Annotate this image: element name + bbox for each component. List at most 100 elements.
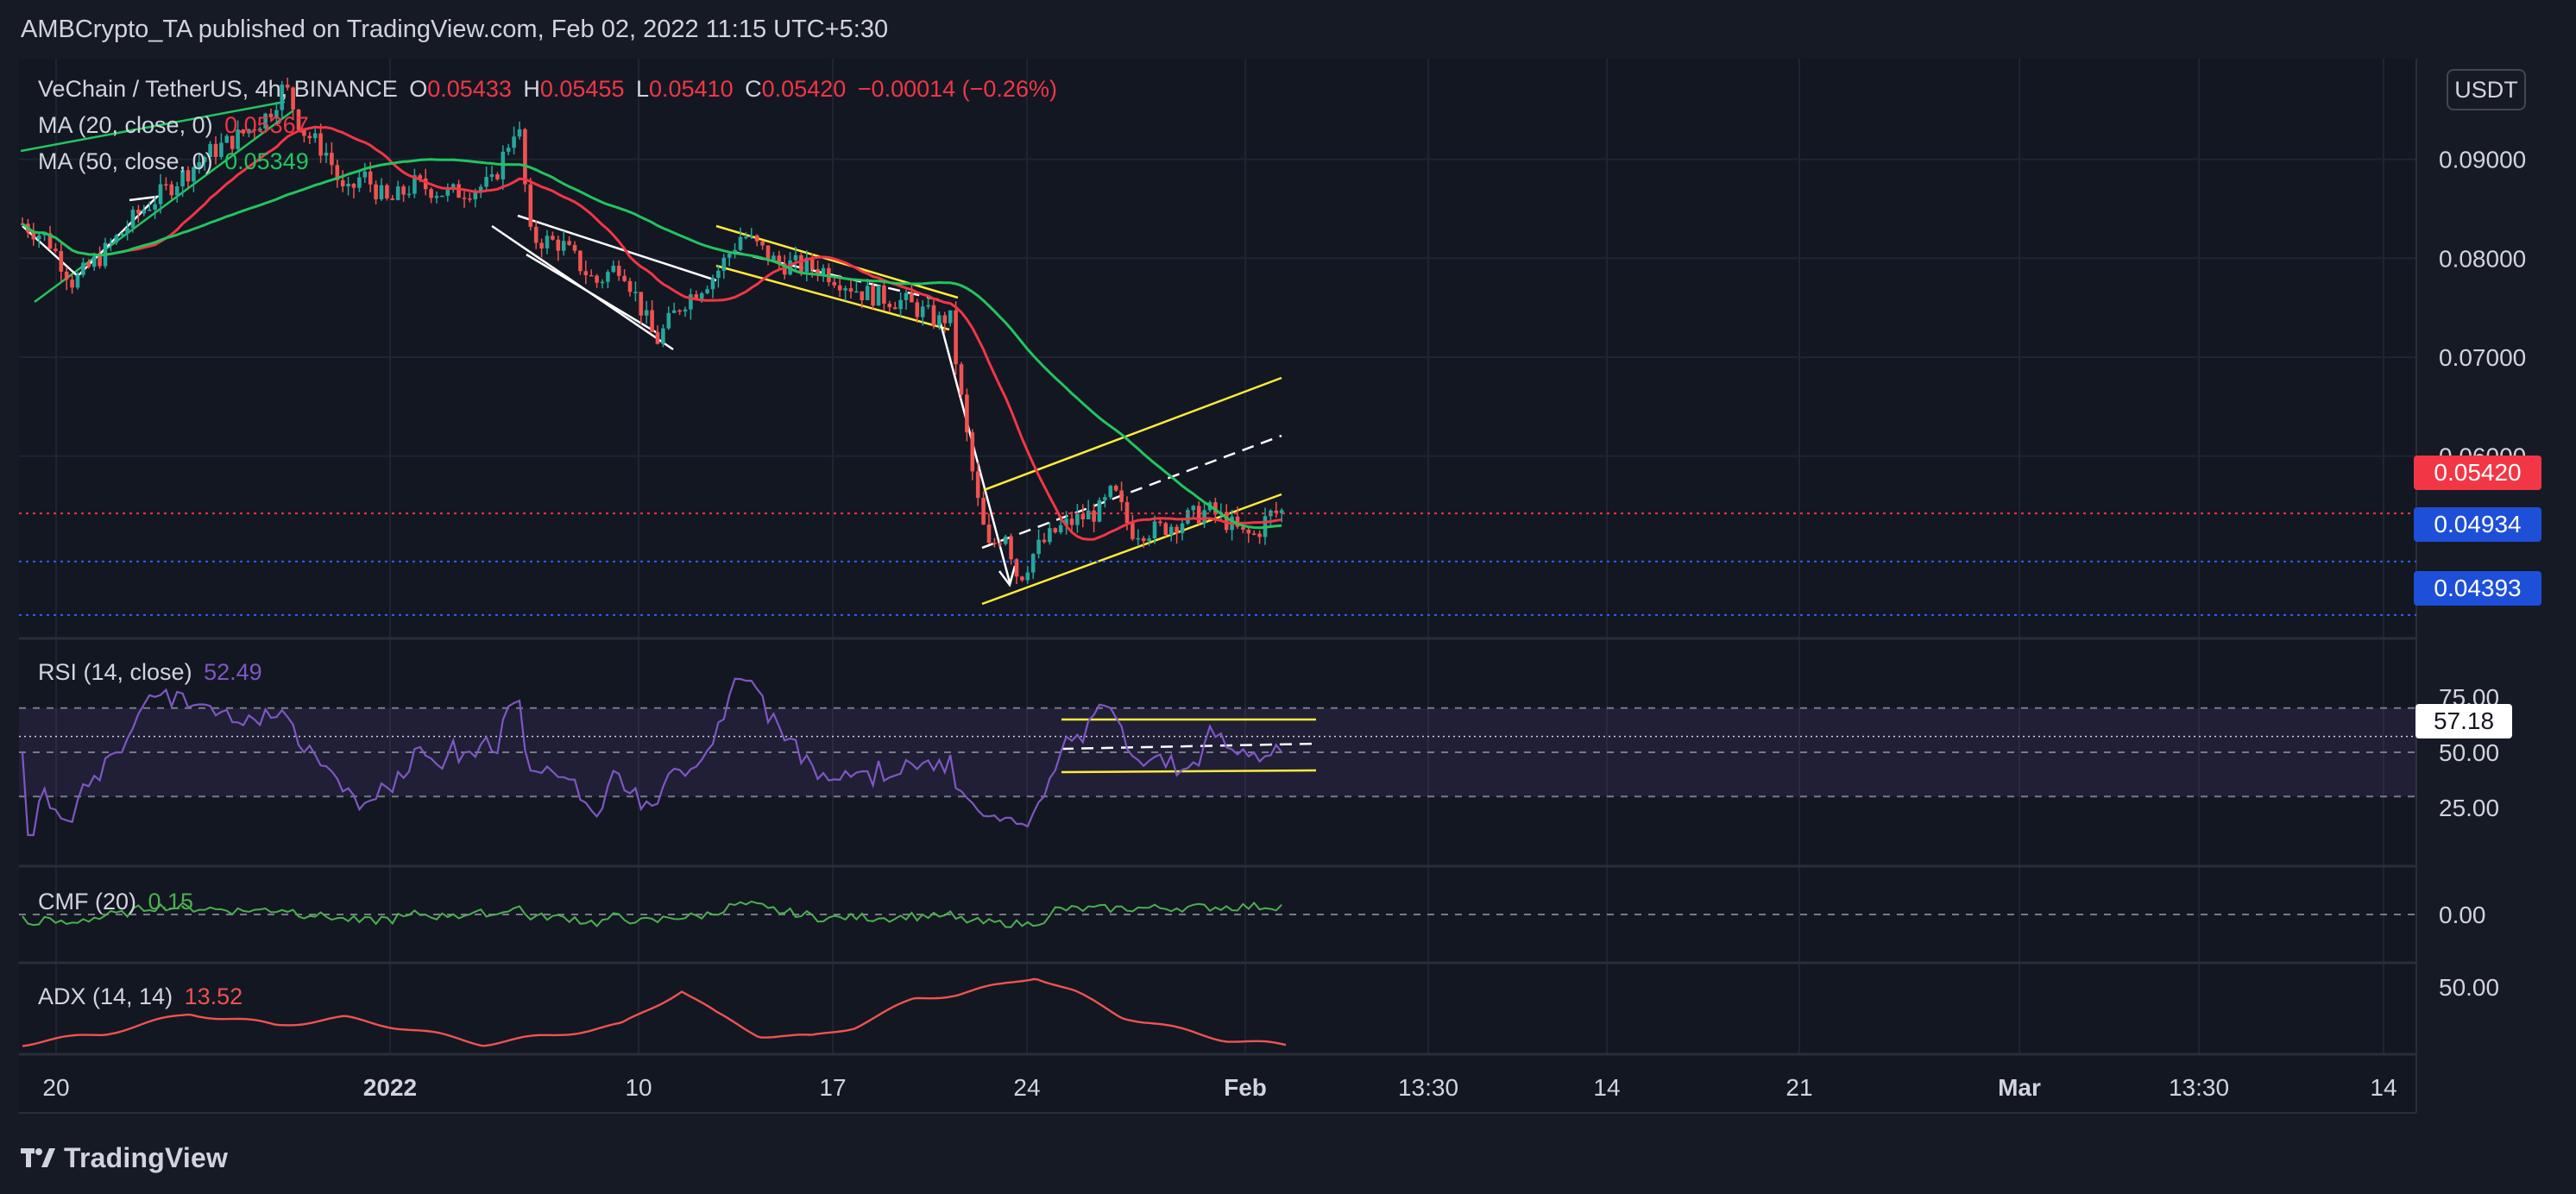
cmf-value: 0.15 (148, 889, 194, 914)
candle-body (252, 129, 257, 131)
price-tick-label: 0.07000 (2439, 344, 2526, 371)
candle-body (368, 171, 373, 185)
cmf-line (22, 900, 1282, 928)
candle-body (1086, 510, 1091, 520)
symbol-legend[interactable]: VeChain / TetherUS, 4h, BINANCE O0.05433… (38, 76, 1062, 103)
adx-value: 13.52 (184, 983, 243, 1009)
candle-body (330, 153, 334, 166)
candle-body (1136, 537, 1141, 540)
rsi-tick-label: 50.00 (2439, 739, 2499, 766)
candle-body (202, 157, 207, 162)
candle-body (1058, 525, 1063, 533)
candle-body (832, 282, 837, 286)
candle-body (263, 113, 268, 129)
candle-body (174, 186, 180, 196)
time-tick-label: Feb (1224, 1074, 1267, 1101)
ohlc-c-label: C (745, 76, 762, 102)
rsi-band (19, 707, 2416, 797)
candle-body (1103, 497, 1107, 500)
candle-body (942, 315, 948, 324)
candle-body (1036, 539, 1041, 555)
candle-body (931, 305, 936, 326)
candle-body (136, 210, 141, 214)
ma20-legend[interactable]: MA (20, close, 0) 0.05367 (38, 112, 314, 139)
candle-body (1003, 536, 1008, 544)
ohlc-l-label: L (636, 76, 650, 102)
tradingview-logo[interactable]: TradingView (21, 1137, 228, 1178)
candle-body (1168, 526, 1174, 535)
candle-body (219, 142, 224, 157)
candle-body (816, 268, 820, 275)
time-tick-label: 14 (1593, 1074, 1620, 1101)
candle-body (390, 198, 395, 200)
candle-body (1246, 529, 1251, 534)
candle-body (616, 266, 621, 276)
candle-body (98, 256, 102, 267)
candle-body (1224, 512, 1229, 531)
candle-body (633, 292, 638, 293)
candle-body (340, 179, 345, 187)
rsi-tick-label: 25.00 (2439, 795, 2499, 821)
candle-body (440, 195, 444, 198)
candle-body (1196, 506, 1201, 524)
currency-badge[interactable]: USDT (2447, 69, 2526, 110)
candle-body (860, 291, 865, 300)
ma50-label: MA (50, close, 0) (38, 148, 213, 174)
candle-body (114, 235, 119, 243)
candle-body (837, 285, 842, 291)
trend-line (715, 264, 950, 331)
candle-body (689, 294, 693, 310)
candle-body (506, 148, 511, 152)
arrow-head (998, 565, 1017, 588)
candle-body (406, 193, 412, 196)
candle-body (666, 312, 671, 329)
candle-body (362, 171, 368, 178)
candle-body (1113, 486, 1118, 491)
candle-body (302, 129, 306, 136)
candle-body (318, 133, 323, 156)
candle-body (551, 236, 555, 240)
candle-body (738, 236, 743, 250)
candle-body (197, 161, 202, 167)
candle-body (959, 364, 964, 395)
publisher-bar: AMBCrypto_TA published on TradingView.co… (0, 0, 2576, 59)
candle-body (418, 175, 423, 179)
trend-line (939, 323, 1011, 583)
candle-body (512, 136, 516, 148)
candle-body (429, 189, 433, 198)
candle-body (213, 143, 218, 157)
candle-body (937, 315, 942, 326)
candle-body (683, 309, 688, 311)
candle-body (70, 280, 74, 288)
candle-body (54, 248, 58, 252)
candle-body (1257, 533, 1262, 537)
publisher-text: AMBCrypto_TA published on TradingView.co… (21, 16, 889, 43)
candle-body (1075, 513, 1080, 525)
candle-body (468, 198, 472, 200)
tradingview-logo-icon (21, 1148, 55, 1167)
candle-body (716, 270, 721, 279)
rsi-legend[interactable]: RSI (14, close) 52.49 (38, 659, 268, 686)
cmf-legend[interactable]: CMF (20) 0.15 (38, 889, 198, 915)
candle-body (395, 186, 400, 200)
candle-body (655, 331, 660, 344)
candle-body (1080, 513, 1086, 520)
candle-body (445, 188, 450, 196)
adx-legend[interactable]: ADX (14, 14) 13.52 (38, 983, 248, 1010)
candle-body (42, 233, 47, 236)
candle-body (1124, 502, 1130, 524)
candle-body (523, 129, 527, 185)
candle-body (772, 255, 776, 261)
ma50-legend[interactable]: MA (50, close, 0) 0.05349 (38, 148, 314, 175)
candle-body (75, 274, 80, 288)
trend-line (526, 253, 657, 334)
candle-body (192, 167, 196, 182)
ma50-value: 0.05349 (224, 148, 309, 174)
rsi-label: RSI (14, close) (38, 659, 192, 685)
candle-body (186, 170, 191, 182)
ma20-label: MA (20, close, 0) (38, 112, 213, 138)
candle-body (457, 184, 461, 198)
candle-body (887, 303, 892, 308)
candle-body (91, 256, 97, 267)
